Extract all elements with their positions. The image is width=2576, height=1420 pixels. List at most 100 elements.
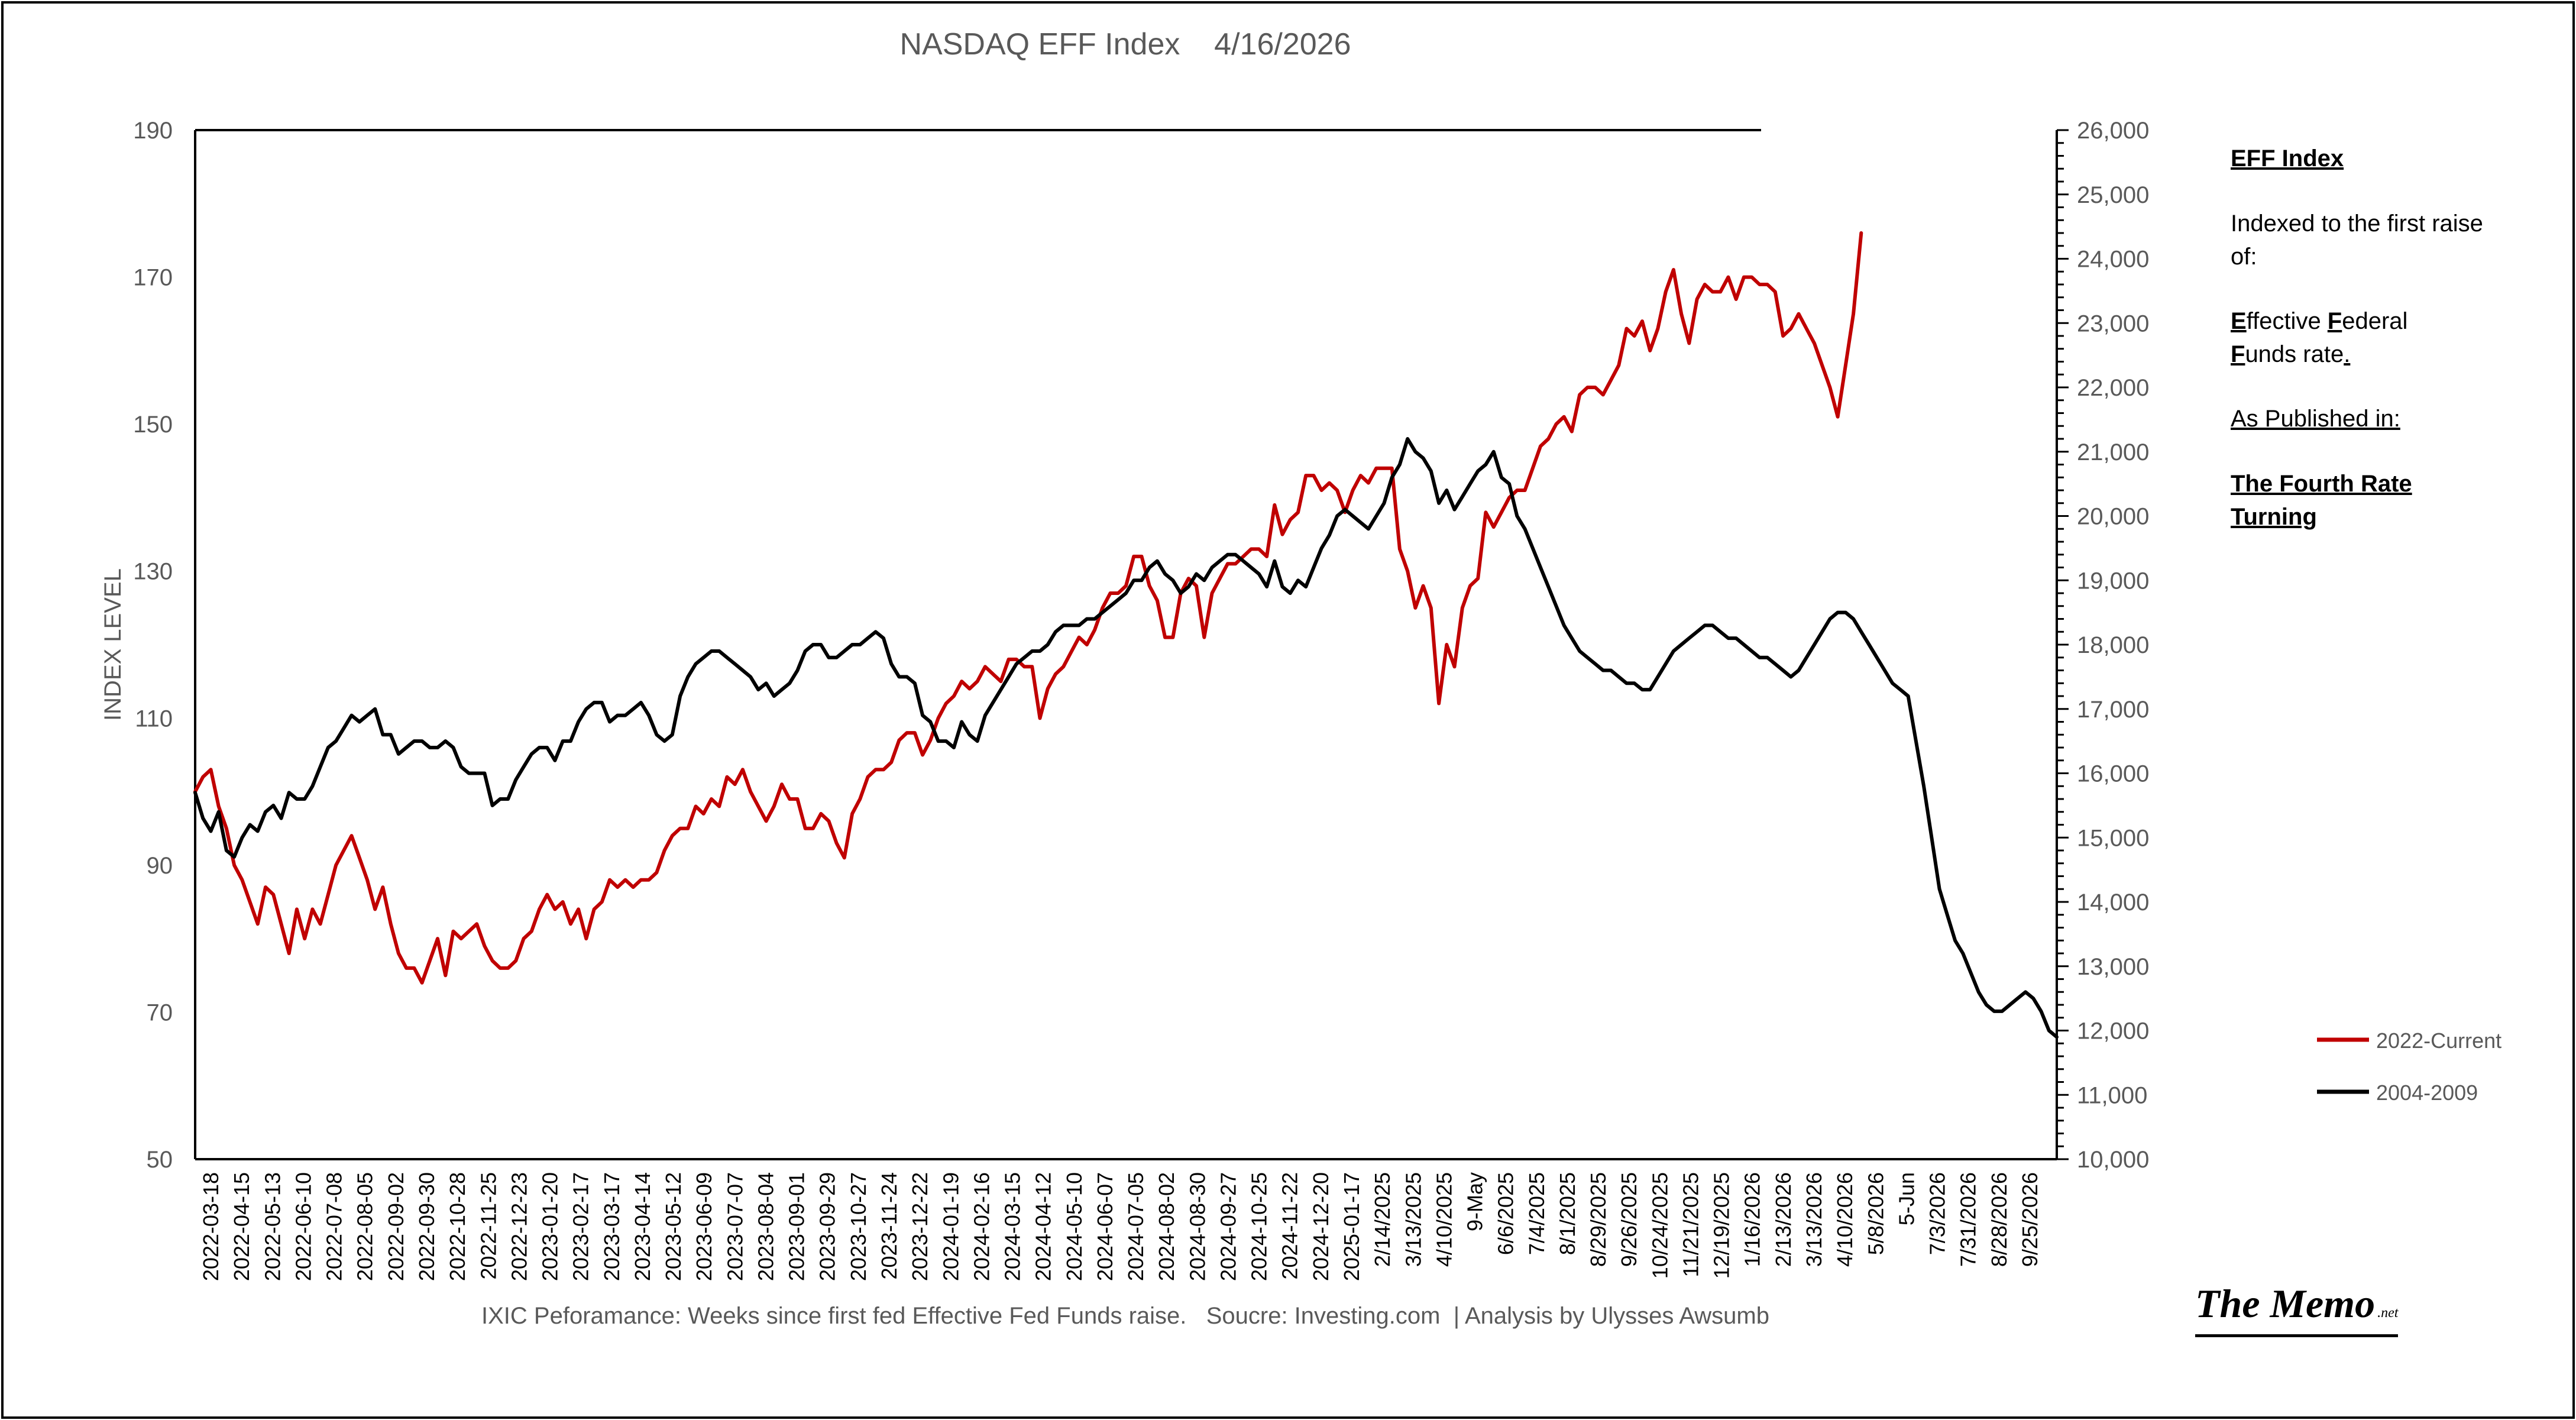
- left-axis-tick-label: 130: [133, 559, 173, 585]
- x-axis-tick-label: 2023-09-29: [815, 1172, 840, 1281]
- x-axis-tick-label: 10/24/2025: [1648, 1172, 1672, 1279]
- left-axis-ticks: 50 70 90 110 130 150 170 190: [133, 118, 173, 1173]
- right-axis-tick-label: 15,000: [2077, 825, 2149, 851]
- right-axis-tick-label: 13,000: [2077, 954, 2149, 980]
- x-axis-tick-label: 2024-08-30: [1185, 1172, 1209, 1281]
- x-axis-tick-label: 11/21/2025: [1678, 1172, 1703, 1277]
- note-letter-f: F: [2327, 308, 2342, 334]
- x-axis-ticks: 2022-03-18 2022-04-15 2022-05-13 2022-06-10…: [199, 1172, 2042, 1281]
- x-axis-tick-label: 8/28/2026: [1987, 1172, 2011, 1267]
- x-axis-tick-label: 2024-12-20: [1309, 1172, 1333, 1281]
- x-axis-caption: IXIC Peforamance: Weeks since first fed …: [481, 1303, 1769, 1329]
- x-axis-tick-label: 8/1/2025: [1555, 1172, 1580, 1255]
- x-axis-tick-label: 5-Jun: [1894, 1172, 1918, 1225]
- right-axis-tick-label: 22,000: [2077, 375, 2149, 401]
- x-axis-tick-label: 2022-11-25: [476, 1172, 500, 1279]
- right-axis-tick-label: 26,000: [2077, 118, 2149, 144]
- y-axis-label: INDEX LEVEL: [100, 568, 126, 721]
- right-axis-tick-label: 10,000: [2077, 1147, 2149, 1173]
- x-axis-tick-label: 8/29/2025: [1586, 1172, 1610, 1267]
- x-axis-tick-label: 2024-05-10: [1062, 1172, 1086, 1281]
- right-axis-ticks: 10,000 11,000 12,000 13,000 14,000 15,000 16,0…: [2057, 118, 2149, 1173]
- x-axis-tick-label: 2023-02-17: [569, 1172, 593, 1281]
- x-axis-tick-label: 2024-03-15: [1001, 1172, 1025, 1281]
- x-axis-tick-label: 2022-06-10: [291, 1172, 315, 1281]
- right-axis-tick-label: 24,000: [2077, 247, 2149, 273]
- x-axis-tick-label: 2023-08-04: [753, 1172, 778, 1281]
- left-axis-tick-label: 150: [133, 412, 173, 438]
- x-axis-tick-label: 2/14/2025: [1370, 1172, 1394, 1267]
- legend: 2022-Current 2004-2009: [2317, 1028, 2501, 1105]
- right-axis-tick-label: 17,000: [2077, 697, 2149, 723]
- x-axis-tick-label: 9/25/2026: [2018, 1172, 2042, 1267]
- x-axis-tick-label: 9/26/2025: [1617, 1172, 1641, 1267]
- left-axis-tick-label: 50: [147, 1147, 173, 1173]
- x-axis-tick-label: 2024-07-05: [1124, 1172, 1148, 1281]
- series-lines: [193, 231, 2059, 1039]
- x-axis-tick-label: 5/8/2026: [1863, 1172, 1888, 1255]
- x-axis-tick-label: 2022-04-15: [229, 1172, 254, 1281]
- x-axis-tick-label: 2022-07-08: [322, 1172, 347, 1281]
- x-axis-tick-label: 7/31/2026: [1956, 1172, 1980, 1267]
- note-word-ffective: ffective: [2246, 308, 2328, 334]
- x-axis-tick-label: 2024-02-16: [969, 1172, 993, 1281]
- right-axis-tick-label: 16,000: [2077, 761, 2149, 787]
- right-axis-tick-label: 23,000: [2077, 310, 2149, 337]
- note-rate-name: Effective Federal Funds rate.: [2231, 305, 2485, 371]
- x-axis-tick-label: 2024-08-02: [1154, 1172, 1179, 1281]
- left-axis-tick-label: 90: [147, 853, 173, 879]
- series-line-2022-current: [193, 231, 1863, 985]
- x-axis-tick-label: 2023-03-17: [600, 1172, 624, 1281]
- x-axis-tick-label: 2023-09-01: [785, 1172, 809, 1281]
- note-indexed-text: Indexed to the first raise of:: [2231, 211, 2483, 270]
- right-axis-tick-label: 20,000: [2077, 504, 2149, 530]
- x-axis-tick-label: 9-May: [1463, 1172, 1487, 1231]
- x-axis-tick-label: 2023-11-24: [877, 1172, 901, 1279]
- x-axis-tick-label: 2024-09-27: [1216, 1172, 1240, 1281]
- right-axis-tick-label: 11,000: [2077, 1082, 2147, 1108]
- right-axis-tick-label: 12,000: [2077, 1018, 2149, 1044]
- x-axis-tick-label: 4/10/2025: [1432, 1172, 1456, 1267]
- series-line-2004-2009: [193, 437, 2059, 1039]
- left-axis-tick-label: 190: [133, 118, 173, 144]
- x-axis-tick-label: 7/4/2025: [1525, 1172, 1549, 1255]
- right-axis-tick-label: 18,000: [2077, 632, 2149, 658]
- x-axis-tick-label: 2022-09-02: [384, 1172, 408, 1281]
- note-letter-f2: F: [2231, 341, 2245, 367]
- x-axis-tick-label: 2024-04-12: [1031, 1172, 1056, 1281]
- x-axis-tick-label: 2023-01-20: [538, 1172, 562, 1281]
- x-axis-tick-label: 6/6/2025: [1494, 1172, 1518, 1255]
- x-axis-tick-label: 3/13/2025: [1401, 1172, 1425, 1267]
- x-axis-tick-label: 1/16/2026: [1740, 1172, 1765, 1267]
- note-title: EFF Index: [2231, 145, 2344, 172]
- left-axis-tick-label: 70: [147, 1000, 173, 1026]
- x-axis-tick-label: 7/3/2026: [1925, 1172, 1950, 1255]
- left-axis-tick-label: 110: [135, 706, 173, 732]
- axes: [194, 129, 2058, 1160]
- x-axis-tick-label: 2022-05-13: [260, 1172, 284, 1281]
- brand-name: The Memo: [2195, 1281, 2376, 1326]
- x-axis-tick-label: 2024-11-22: [1278, 1172, 1302, 1279]
- x-axis-tick-label: 2025-01-17: [1339, 1172, 1364, 1281]
- note-published: As Published in:: [2231, 406, 2400, 432]
- right-axis-tick-label: 21,000: [2077, 439, 2149, 465]
- note-word-unds-rate: unds rate: [2245, 341, 2344, 367]
- right-axis-tick-label: 25,000: [2077, 182, 2149, 208]
- x-axis-tick-label: 2023-07-07: [723, 1172, 747, 1281]
- legend-label: 2022-Current: [2376, 1028, 2501, 1053]
- x-axis-tick-label: 2023-12-22: [908, 1172, 932, 1281]
- right-axis-tick-label: 19,000: [2077, 568, 2149, 594]
- x-axis-tick-label: 2024-10-25: [1247, 1172, 1271, 1281]
- x-axis-tick-label: 2022-09-30: [415, 1172, 439, 1281]
- x-axis-tick-label: 2024-01-19: [939, 1172, 963, 1281]
- chart-title: NASDAQ EFF Index 4/16/2026: [899, 27, 1351, 62]
- legend-label: 2004-2009: [2376, 1081, 2478, 1105]
- note-letter-e: E: [2231, 308, 2247, 334]
- brand-logo: The Memo .net: [2195, 1281, 2399, 1337]
- x-axis-tick-label: 2023-05-12: [661, 1172, 685, 1281]
- right-axis-tick-label: 14,000: [2077, 889, 2149, 916]
- x-axis-tick-label: 2022-10-28: [445, 1172, 470, 1281]
- x-axis-tick-label: 2/13/2026: [1771, 1172, 1795, 1267]
